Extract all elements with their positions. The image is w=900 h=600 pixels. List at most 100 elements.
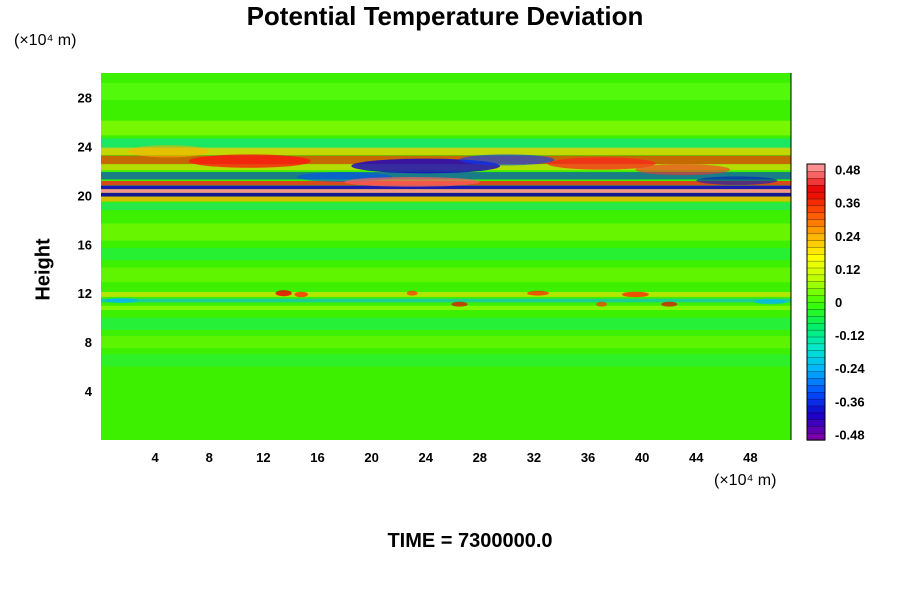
colorbar-segment xyxy=(806,163,826,172)
field-feature xyxy=(547,157,656,170)
colorbar-segment xyxy=(806,191,826,200)
colorbar-segment xyxy=(806,405,826,414)
colorbar-segment xyxy=(806,432,826,441)
colorbar-tick-label: -0.24 xyxy=(835,361,865,376)
field-feature xyxy=(351,158,501,174)
colorbar-segment xyxy=(806,239,826,248)
field-feature xyxy=(451,301,468,307)
field-feature xyxy=(128,145,210,158)
field-band xyxy=(101,223,791,241)
field-feature xyxy=(754,299,787,305)
field-band xyxy=(101,82,791,100)
field-band xyxy=(101,247,791,261)
colorbar-segment xyxy=(806,184,826,193)
field-band xyxy=(101,172,791,180)
x-tick-label: 32 xyxy=(527,450,541,465)
chart-title: Potential Temperature Deviation xyxy=(246,1,644,31)
colorbar-tick-label: -0.36 xyxy=(835,394,865,409)
colorbar-segment xyxy=(806,232,826,241)
y-tick-label: 24 xyxy=(78,139,93,154)
time-label: TIME = 7300000.0 xyxy=(387,530,553,552)
colorbar-segment xyxy=(806,294,826,303)
field-band xyxy=(101,202,791,211)
field-band xyxy=(101,147,791,155)
field-band xyxy=(101,354,791,367)
colorbar-segment xyxy=(806,170,826,179)
colorbar-segment xyxy=(806,212,826,220)
colorbar-segment xyxy=(806,315,826,324)
y-tick-label: 8 xyxy=(85,335,92,350)
y-tick-label: 28 xyxy=(78,90,92,105)
colorbar-segment xyxy=(806,177,826,186)
field-feature xyxy=(621,291,649,298)
colorbar-segment xyxy=(806,281,826,289)
field-band xyxy=(101,189,791,193)
field-band xyxy=(101,185,791,190)
colorbar-segment xyxy=(806,219,826,227)
x-tick-label: 28 xyxy=(473,450,487,465)
colorbar-segment xyxy=(806,260,826,269)
x-axis-unit: (×10⁴ m) xyxy=(714,472,777,489)
field-feature xyxy=(294,291,308,298)
colorbar-segment xyxy=(806,426,826,434)
field-band xyxy=(101,192,791,197)
field-feature xyxy=(527,290,549,296)
y-tick-label: 16 xyxy=(78,237,92,252)
field-band xyxy=(101,138,791,150)
field-feature xyxy=(459,154,555,166)
colorbar-tick-label: 0.36 xyxy=(835,196,860,211)
colorbar-segment xyxy=(806,301,826,310)
colorbar-tick-label: 0 xyxy=(835,295,842,310)
field-feature xyxy=(344,176,480,187)
x-axis-ticks: 4 8 12 16 20 24 28 32 36 40 44 48 xyxy=(152,450,758,465)
x-tick-label: 8 xyxy=(206,450,213,465)
y-tick-label: 12 xyxy=(78,286,92,301)
field-band xyxy=(101,336,791,349)
colorbar-tick-label: -0.48 xyxy=(835,427,865,442)
plot-area xyxy=(101,73,792,440)
field-feature xyxy=(406,290,418,296)
x-tick-label: 4 xyxy=(152,450,160,465)
colorbar-tick-label: -0.12 xyxy=(835,328,865,343)
colorbar-segment xyxy=(806,274,826,282)
colorbar-segment xyxy=(806,384,826,393)
colorbar-segment xyxy=(806,308,826,317)
colorbar-segment xyxy=(806,357,826,365)
x-tick-label: 44 xyxy=(689,450,704,465)
colorbar-segment xyxy=(806,412,826,420)
colorbar-segment xyxy=(806,419,826,427)
colorbar-segment xyxy=(806,370,826,379)
field-band xyxy=(101,305,791,311)
field-band xyxy=(101,196,791,202)
colorbar-segment xyxy=(806,329,826,338)
colorbar-segment xyxy=(806,391,826,400)
field-feature xyxy=(661,301,678,307)
field-feature xyxy=(696,176,778,185)
y-tick-label: 4 xyxy=(85,384,93,399)
colorbar-frame xyxy=(806,163,826,441)
field-feature xyxy=(105,298,138,303)
field-band xyxy=(101,291,791,297)
field-band xyxy=(101,267,791,283)
field-band xyxy=(101,317,791,330)
x-tick-label: 20 xyxy=(364,450,378,465)
colorbar-segment xyxy=(806,205,826,213)
colorbar: 0.48 0.36 0.24 0.12 0 -0.12 -0.24 -0.36 -0.48 xyxy=(806,163,865,442)
y-axis-ticks: 4 8 12 16 20 24 28 xyxy=(78,90,93,399)
x-tick-label: 48 xyxy=(743,450,757,465)
colorbar-segment xyxy=(806,398,826,407)
field-feature xyxy=(635,164,731,176)
field-band xyxy=(101,120,791,136)
y-tick-label: 20 xyxy=(78,188,92,203)
colorbar-segment xyxy=(806,322,826,331)
field-feature xyxy=(275,290,292,297)
colorbar-segment xyxy=(806,246,826,255)
colorbar-segment xyxy=(806,288,826,296)
colorbar-tick-label: 0.24 xyxy=(835,229,861,244)
field-feature xyxy=(596,301,608,307)
colorbar-tick-label: 0.48 xyxy=(835,163,860,178)
x-tick-label: 36 xyxy=(581,450,595,465)
y-axis-unit: (×10⁴ m) xyxy=(14,32,77,49)
colorbar-segment xyxy=(806,253,826,262)
